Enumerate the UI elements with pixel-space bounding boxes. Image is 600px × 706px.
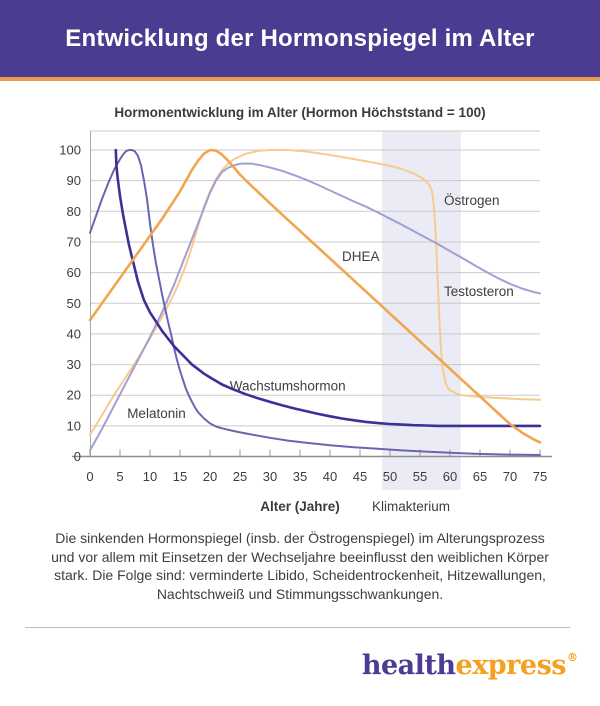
series-label-melatonin: Melatonin — [127, 406, 186, 421]
klimakterium-band — [382, 131, 461, 490]
description-line: Nachtschweiß und Stimmungsschwankungen. — [156, 586, 444, 603]
x-tick-label: 45 — [353, 469, 367, 484]
series-label-testosteron: Testosteron — [444, 284, 514, 299]
description-line: Die sinkenden Hormonspiegel (insb. der Ö… — [55, 530, 545, 546]
x-tick-label: 75 — [533, 469, 547, 484]
x-tick-label: 0 — [86, 469, 93, 484]
series-label-dhea: DHEA — [342, 249, 380, 264]
y-tick-label: 100 — [59, 143, 81, 158]
series-label-östrogen: Östrogen — [444, 193, 500, 208]
description-line: stark. Die Folge sind: verminderte Libid… — [54, 567, 546, 584]
chart-title: Hormonentwicklung im Alter (Hormon Höchs… — [114, 105, 486, 120]
x-tick-label: 55 — [413, 469, 427, 484]
y-tick-label: 60 — [67, 265, 81, 280]
x-tick-label: 50 — [383, 469, 397, 484]
description-line: und vor allem mit Einsetzen der Wechselj… — [51, 548, 549, 565]
x-tick-label: 30 — [263, 469, 277, 484]
healthexpress-logo: healthexpress® — [361, 650, 578, 681]
description-paragraph: Die sinkenden Hormonspiegel (insb. der Ö… — [0, 529, 600, 604]
y-tick-label: 30 — [67, 357, 81, 372]
logo-health-text: health — [361, 650, 456, 681]
x-axis-label: Alter (Jahre) — [260, 499, 340, 514]
registered-trademark-icon: ® — [567, 651, 578, 664]
x-tick-label: 5 — [116, 469, 123, 484]
x-tick-label: 35 — [293, 469, 307, 484]
footer-divider — [25, 627, 570, 628]
logo-express-text: express — [455, 650, 567, 681]
x-tick-label: 15 — [173, 469, 187, 484]
x-tick-label: 70 — [503, 469, 517, 484]
page-title: Entwicklung der Hormonspiegel im Alter — [65, 24, 535, 52]
y-tick-label: 90 — [67, 173, 81, 188]
y-tick-label: 70 — [67, 235, 81, 250]
series-dhea — [88, 148, 542, 444]
y-tick-label: 40 — [67, 326, 81, 341]
series-östrogen — [89, 149, 541, 436]
x-tick-label: 25 — [233, 469, 247, 484]
x-tick-label: 10 — [143, 469, 157, 484]
x-tick-label: 40 — [323, 469, 337, 484]
series-testosteron — [89, 162, 541, 452]
series-melatonin — [89, 149, 541, 456]
y-tick-label: 20 — [67, 388, 81, 403]
y-tick-label: 50 — [67, 296, 81, 311]
y-tick-label: 10 — [67, 418, 81, 433]
header-banner: Entwicklung der Hormonspiegel im Alter — [0, 0, 600, 81]
x-tick-label: 60 — [443, 469, 457, 484]
x-tick-label: 65 — [473, 469, 487, 484]
y-tick-label: 0 — [74, 449, 81, 464]
klimakterium-label: Klimakterium — [372, 499, 450, 514]
x-tick-label: 20 — [203, 469, 217, 484]
series-label-wachstumshormon: Wachstumshormon — [230, 379, 346, 394]
y-tick-label: 80 — [67, 204, 81, 219]
